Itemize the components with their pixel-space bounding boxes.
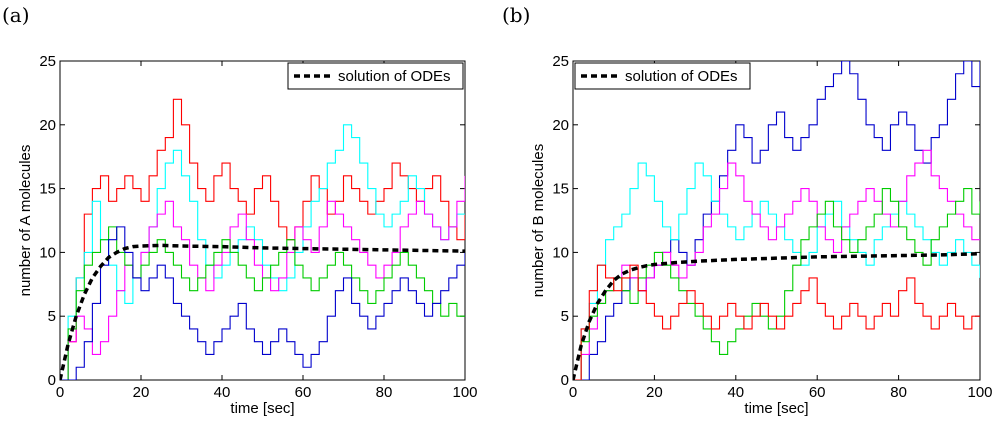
- chart-a-y-tick-label: 15: [39, 181, 56, 198]
- chart-b-y-tick-label: 0: [561, 372, 569, 389]
- chart-a-plot-frame: [59, 60, 466, 381]
- chart-b-x-tick-label: 0: [569, 384, 577, 401]
- chart-a-x-axis-label: time [sec]: [230, 400, 294, 417]
- chart-a-series-line-1: [60, 98, 465, 380]
- chart-b-y-tick-label: 15: [552, 181, 569, 198]
- chart-a-series-group: [60, 98, 465, 380]
- chart-b-series-line-5: [573, 264, 980, 380]
- chart-b-x-axis-label: time [sec]: [744, 400, 808, 417]
- chart-a-svg: (a) 0 20 40 60 80 100 0 5 10 15 20 25 time [sec] numb…: [2, 3, 478, 417]
- chart-a-y-axis-label: number of A molecules: [17, 145, 34, 297]
- chart-a-x-tick-label: 60: [295, 384, 312, 401]
- chart-b-x-tick-label: 20: [646, 384, 663, 401]
- chart-a-y-tick-label: 25: [39, 53, 56, 70]
- chart-b-svg: (b) 0 20 40 60 80 100 0 5 10 15 20 25 time [sec] numb…: [502, 3, 993, 417]
- chart-panel-a: (a) 0 20 40 60 80 100 0 5 10 15 20 25 time [sec] numb…: [0, 0, 495, 427]
- chart-a-x-tick-label: 40: [214, 384, 231, 401]
- chart-a-legend-label: solution of ODEs: [338, 68, 451, 85]
- chart-b-y-tick-label: 10: [552, 244, 569, 261]
- chart-a-series-line-2: [60, 124, 465, 380]
- chart-a-x-tick-label: 100: [452, 384, 477, 401]
- chart-b-x-tick-label: 40: [727, 384, 744, 401]
- chart-b-ode-solution-line: [573, 251, 980, 380]
- chart-a-x-tick-label: 0: [56, 384, 64, 401]
- chart-a-y-tick-label: 5: [48, 308, 56, 325]
- chart-a-ode-solution-line: [60, 243, 465, 380]
- chart-a-series-line-5: [60, 226, 465, 380]
- chart-b-y-tick-label: 20: [552, 117, 569, 134]
- chart-b-x-tick-label: 80: [890, 384, 907, 401]
- chart-panel-b: (b) 0 20 40 60 80 100 0 5 10 15 20 25 time [sec] numb…: [500, 0, 995, 427]
- chart-b-legend-label: solution of ODEs: [625, 68, 738, 85]
- chart-b-y-tick-label: 5: [561, 308, 569, 325]
- chart-b-series-group: [573, 61, 980, 380]
- chart-b-x-tick-label: 100: [967, 384, 992, 401]
- panel-label-b: (b): [502, 3, 530, 27]
- panel-label-a: (a): [2, 3, 30, 27]
- chart-a-x-tick-label: 80: [376, 384, 393, 401]
- chart-a-y-tick-label: 20: [39, 117, 56, 134]
- chart-b-x-tick-label: 60: [809, 384, 826, 401]
- chart-b-y-tick-label: 25: [552, 53, 569, 70]
- chart-a-series-line-4: [60, 226, 465, 380]
- chart-b-y-axis-label: number of B molecules: [530, 144, 547, 297]
- chart-a-x-tick-label: 20: [133, 384, 150, 401]
- chart-a-y-tick-label: 0: [48, 372, 56, 389]
- chart-a-y-tick-label: 10: [39, 244, 56, 261]
